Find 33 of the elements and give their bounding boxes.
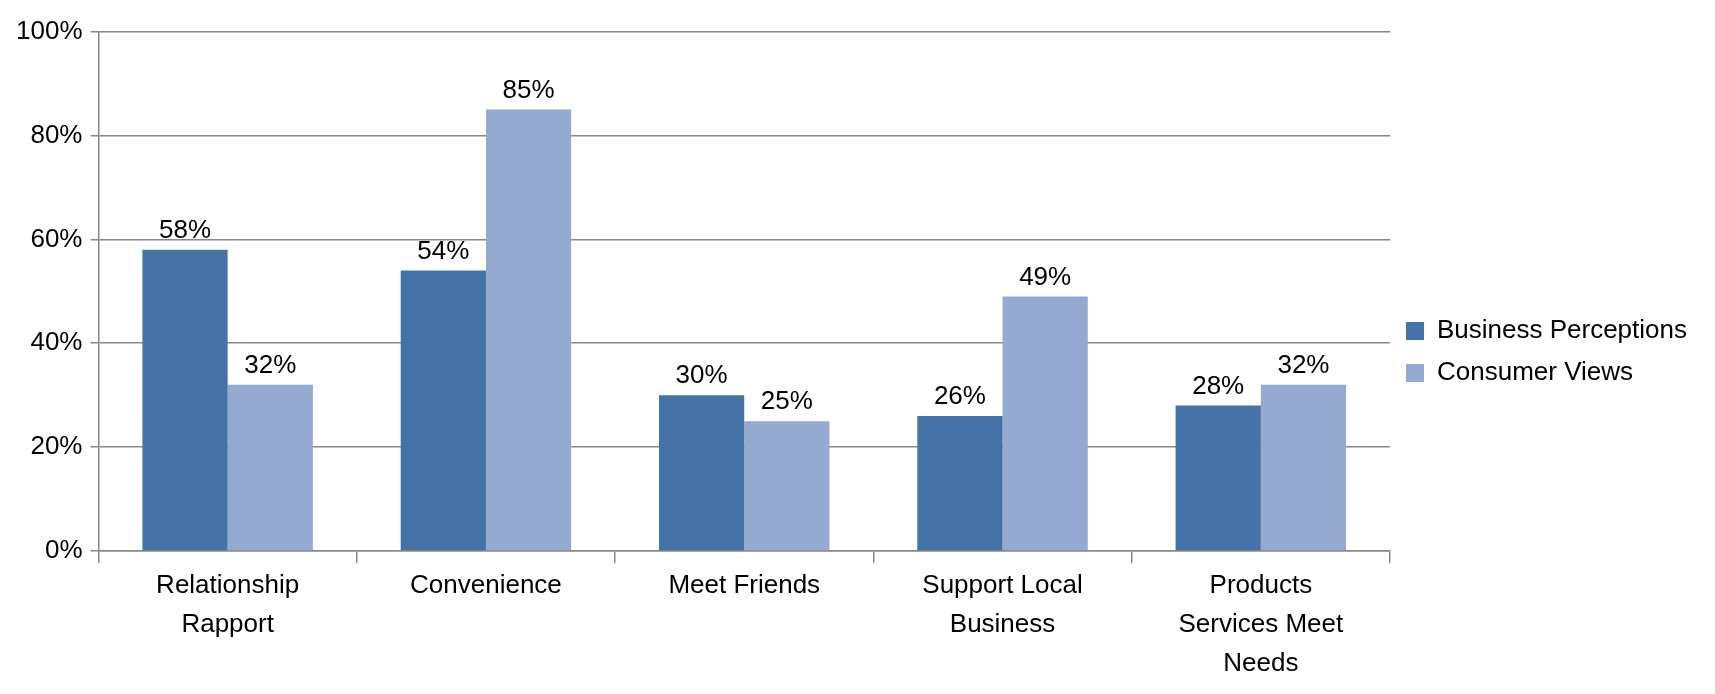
data-label: 25% bbox=[760, 385, 813, 416]
data-label: 58% bbox=[159, 213, 212, 244]
bar bbox=[917, 415, 1003, 551]
bar bbox=[485, 109, 572, 551]
bar bbox=[659, 395, 745, 551]
data-label: 30% bbox=[675, 359, 728, 390]
data-label: 85% bbox=[502, 73, 555, 104]
x-tick-label: Products Services Meet Needs bbox=[1178, 568, 1344, 677]
x-tick-label: Convenience bbox=[410, 568, 562, 599]
bar bbox=[400, 270, 486, 551]
data-label: 54% bbox=[417, 234, 470, 265]
y-tick-label: 40% bbox=[30, 326, 83, 357]
bar bbox=[1175, 405, 1261, 551]
y-tick-label: 80% bbox=[30, 118, 83, 149]
data-label: 32% bbox=[1277, 348, 1330, 379]
data-label: 49% bbox=[1019, 260, 1072, 291]
bar bbox=[227, 384, 313, 551]
data-label: 26% bbox=[933, 380, 986, 411]
x-tick-label: Meet Friends bbox=[668, 568, 821, 599]
bar bbox=[1002, 296, 1088, 551]
bar bbox=[142, 249, 228, 551]
data-label: 32% bbox=[244, 348, 297, 379]
y-tick-label: 100% bbox=[16, 14, 83, 45]
legend-label: Consumer Views bbox=[1436, 356, 1634, 387]
data-label: 28% bbox=[1192, 369, 1245, 400]
bar bbox=[744, 421, 830, 551]
y-tick-label: 20% bbox=[30, 430, 83, 461]
x-tick-label: Relationship Rapport bbox=[156, 568, 300, 638]
bar bbox=[1260, 384, 1347, 551]
legend-label: Business Perceptions bbox=[1436, 314, 1688, 345]
x-tick-label: Support Local Business bbox=[922, 568, 1083, 638]
y-tick-label: 0% bbox=[44, 534, 83, 565]
y-tick-label: 60% bbox=[30, 222, 83, 253]
